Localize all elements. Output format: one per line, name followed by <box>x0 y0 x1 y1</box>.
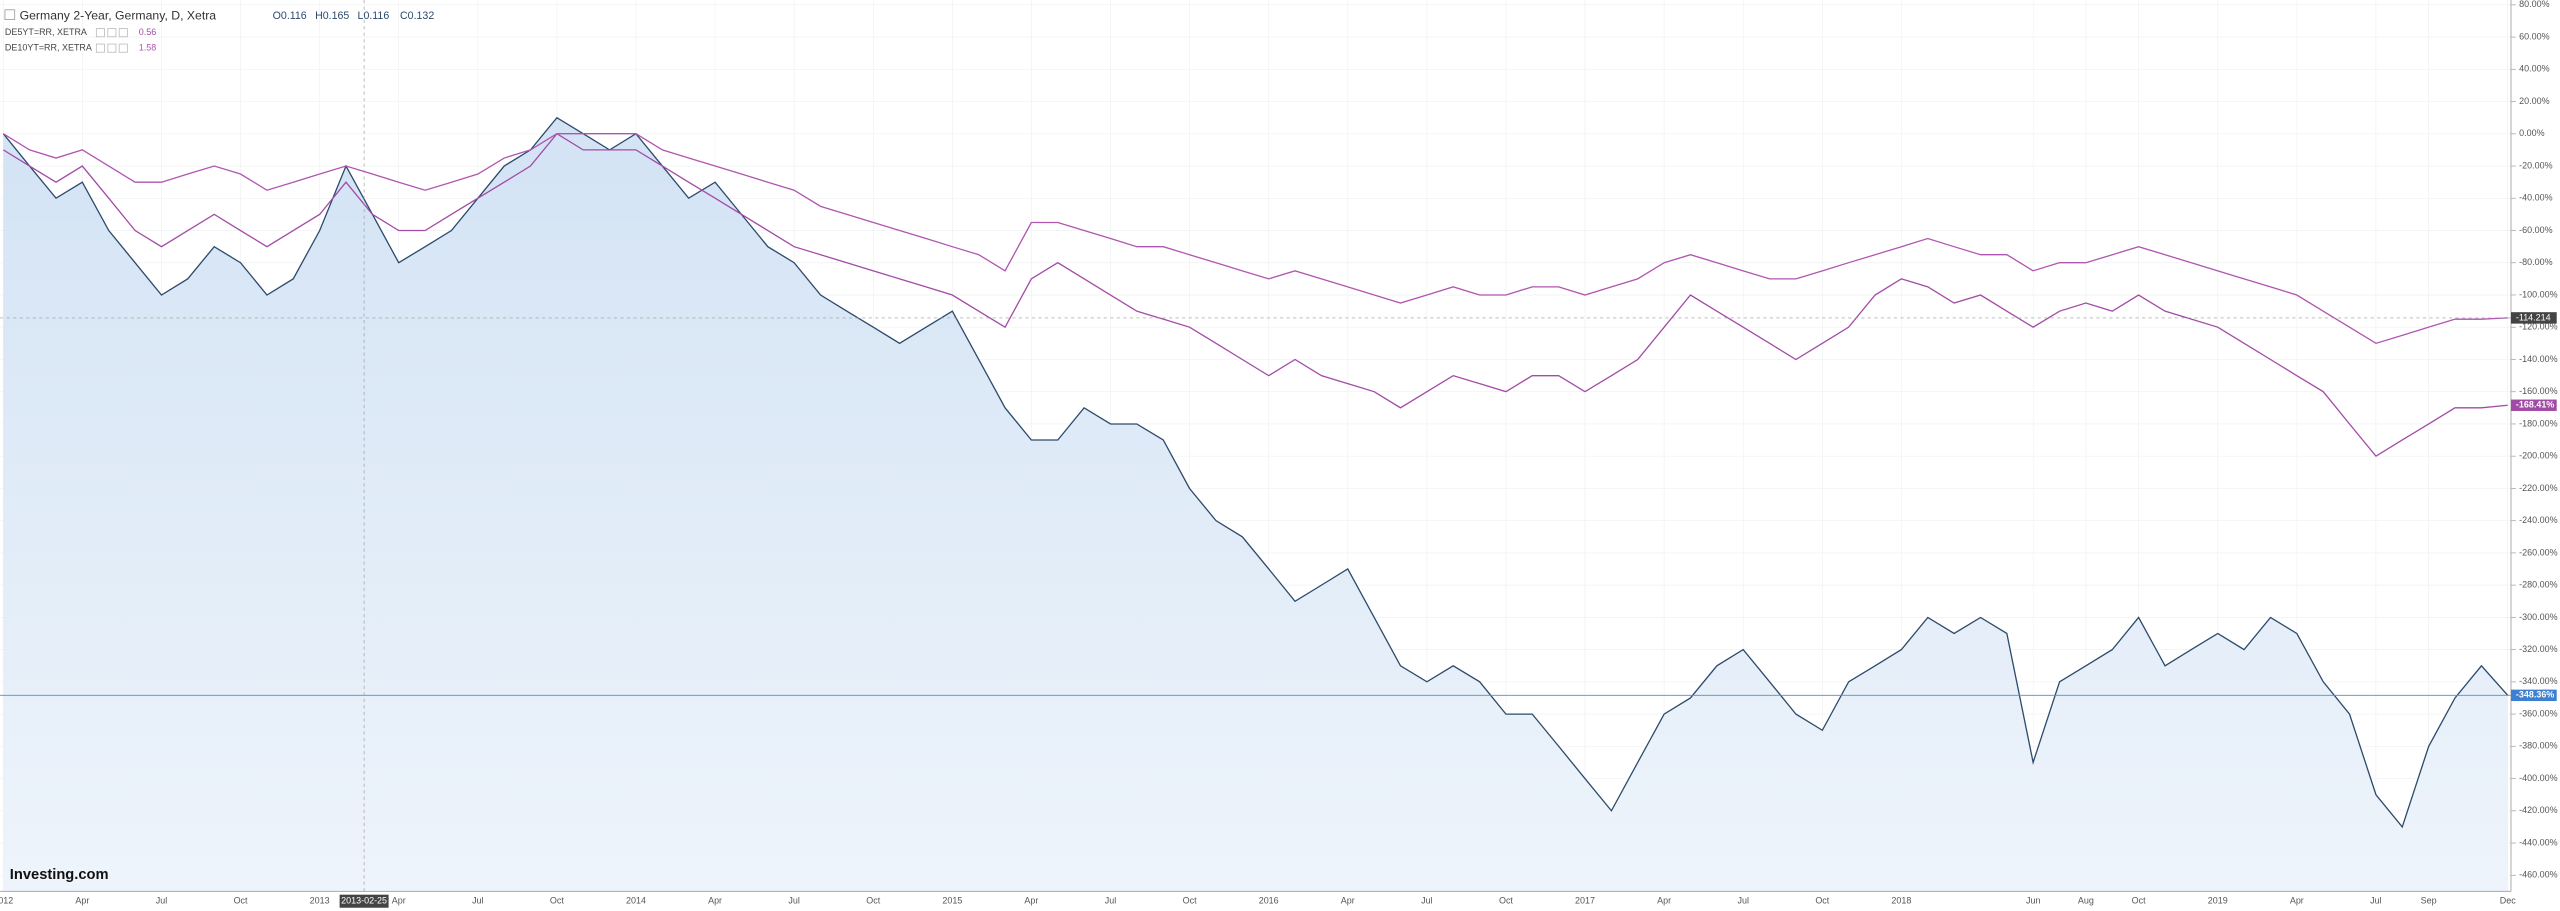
y-tick-label: -420.00% <box>2519 805 2557 815</box>
x-tick-label: Apr <box>1341 896 1355 906</box>
x-tick-label: 2015 <box>942 896 962 906</box>
y-tick-label: 40.00% <box>2519 64 2549 74</box>
y-tick-label: -400.00% <box>2519 773 2557 783</box>
last-value-box <box>2510 689 2557 702</box>
y-tick-label: -220.00% <box>2519 483 2557 493</box>
plot-area <box>0 116 2511 892</box>
legend-name: DE5YT=RR, XETRA <box>5 27 87 37</box>
x-tick-label: Apr <box>2290 896 2304 906</box>
y-tick-label: -260.00% <box>2519 547 2557 557</box>
x-tick-label: Apr <box>1024 896 1038 906</box>
y-tick-label: -360.00% <box>2519 708 2557 718</box>
legend-value: 1.58 <box>139 43 156 53</box>
legend: Germany 2-Year, Germany, D, Xetra O0.116… <box>4 9 434 53</box>
x-tick-label: Oct <box>2132 896 2146 906</box>
legend-button <box>107 28 117 38</box>
y-tick-label: -120.00% <box>2519 322 2557 332</box>
y-tick-label: 60.00% <box>2519 31 2549 41</box>
x-tick-label: Apr <box>708 896 722 906</box>
x-tick-label: Jul <box>1737 896 1748 906</box>
x-tick-label: Jul <box>156 896 167 906</box>
legend-button <box>95 43 105 53</box>
y-tick-label: -180.00% <box>2519 418 2557 428</box>
x-tick-label: Oct <box>866 896 880 906</box>
y-tick-label: 20.00% <box>2519 96 2549 106</box>
y-tick-label: -340.00% <box>2519 676 2557 686</box>
last-value-box <box>2510 399 2557 411</box>
x-tick-label: Oct <box>1183 896 1197 906</box>
x-tick-label: 2019 <box>2208 896 2228 906</box>
x-tick-label: Oct <box>1815 896 1829 906</box>
x-tick-label: Apr <box>1657 896 1671 906</box>
series-line <box>2 116 2509 829</box>
x-tick-label: Oct <box>234 896 248 906</box>
y-tick-label: -440.00% <box>2519 837 2557 847</box>
x-tick-label: Apr <box>392 896 406 906</box>
x-tick-label: Jul <box>1421 896 1432 906</box>
x-tick-label: 2013 <box>310 896 330 906</box>
x-tick-label: 2017 <box>1575 896 1595 906</box>
x-tick-label: 2012 <box>0 896 13 906</box>
y-tick-label: -140.00% <box>2519 354 2557 364</box>
y-tick-label: -460.00% <box>2519 870 2557 880</box>
x-tick-label: Oct <box>550 896 564 906</box>
y-tick-label: -20.00% <box>2519 160 2552 170</box>
y-tick-label: -200.00% <box>2519 451 2557 461</box>
ohlc-open: O0.116 <box>273 10 307 22</box>
x-tick-label: Dec <box>2500 896 2516 906</box>
ohlc-low: L0.116 <box>358 10 390 22</box>
crosshair-y-label: -114.214 <box>2516 312 2551 322</box>
legend-value: 0.56 <box>139 27 156 37</box>
y-tick-label: -320.00% <box>2519 644 2557 654</box>
legend-button <box>118 43 128 53</box>
x-tick-label: Aug <box>2078 896 2094 906</box>
y-tick-label: 80.00% <box>2519 0 2549 9</box>
y-tick-label: -60.00% <box>2519 225 2552 235</box>
x-tick-label: Sep <box>2421 896 2437 906</box>
x-tick-label: Jul <box>2370 896 2381 906</box>
series-area <box>3 117 2508 892</box>
collapse-icon[interactable] <box>4 9 16 20</box>
y-tick-label: -100.00% <box>2519 289 2557 299</box>
y-tick-label: -300.00% <box>2519 612 2557 622</box>
legend-button <box>95 28 105 38</box>
x-tick-label: Jul <box>1105 896 1116 906</box>
x-tick-label: Oct <box>1499 896 1513 906</box>
y-tick-label: -40.00% <box>2519 193 2552 203</box>
x-tick-label: Jul <box>788 896 799 906</box>
y-tick-label: -80.00% <box>2519 257 2552 267</box>
last-value-label: -348.36% <box>2516 690 2554 700</box>
legend-button <box>118 28 128 38</box>
ohlc-high: H0.165 <box>315 10 349 22</box>
ohlc-close: C0.132 <box>400 10 434 22</box>
x-tick-label: Jul <box>472 896 483 906</box>
x-tick-label: 2018 <box>1891 896 1911 906</box>
crosshair-x-box <box>339 894 389 908</box>
crosshair-y-box <box>2510 312 2557 324</box>
y-tick-label: -380.00% <box>2519 741 2557 751</box>
legend-button <box>107 43 117 53</box>
x-tick-label: 2014 <box>626 896 646 906</box>
y-tick-label: -240.00% <box>2519 515 2557 525</box>
legend-name: DE10YT=RR, XETRA <box>5 43 92 53</box>
crosshair-x-label: 2013-02-25 <box>341 896 387 906</box>
series-line <box>2 133 2508 345</box>
y-tick-label: -160.00% <box>2519 386 2557 396</box>
x-tick-label: 2016 <box>1259 896 1279 906</box>
chart-title: Germany 2-Year, Germany, D, Xetra <box>20 9 217 23</box>
y-tick-label: 0.00% <box>2519 128 2544 138</box>
x-tick-label: Apr <box>75 896 89 906</box>
brand-logo: Investing.com <box>10 867 109 883</box>
last-value-label: -168.41% <box>2516 400 2554 410</box>
series-line <box>2 132 2508 458</box>
x-tick-label: Jun <box>2026 896 2040 906</box>
y-tick-label: -280.00% <box>2519 580 2557 590</box>
